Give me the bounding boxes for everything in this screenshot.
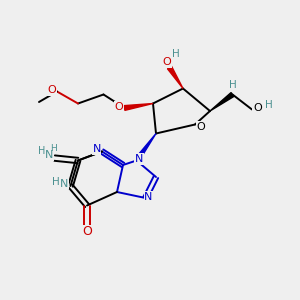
- Text: N: N: [60, 178, 68, 189]
- Polygon shape: [167, 66, 183, 88]
- Text: H: H: [172, 49, 179, 59]
- Text: O: O: [253, 103, 262, 113]
- Text: O: O: [163, 57, 172, 67]
- Text: H: H: [52, 177, 60, 188]
- Polygon shape: [210, 93, 234, 111]
- Text: H: H: [50, 144, 56, 153]
- Text: H: H: [38, 146, 46, 157]
- Text: O: O: [196, 122, 206, 132]
- Text: N: N: [92, 144, 101, 154]
- Text: N: N: [135, 154, 143, 164]
- Text: N: N: [144, 191, 153, 202]
- Text: H: H: [265, 100, 272, 110]
- Text: O: O: [47, 85, 56, 95]
- Polygon shape: [124, 103, 153, 110]
- Text: N: N: [45, 150, 53, 160]
- Text: O: O: [82, 225, 92, 239]
- Polygon shape: [135, 134, 156, 162]
- Text: H: H: [229, 80, 237, 90]
- Text: O: O: [115, 101, 124, 112]
